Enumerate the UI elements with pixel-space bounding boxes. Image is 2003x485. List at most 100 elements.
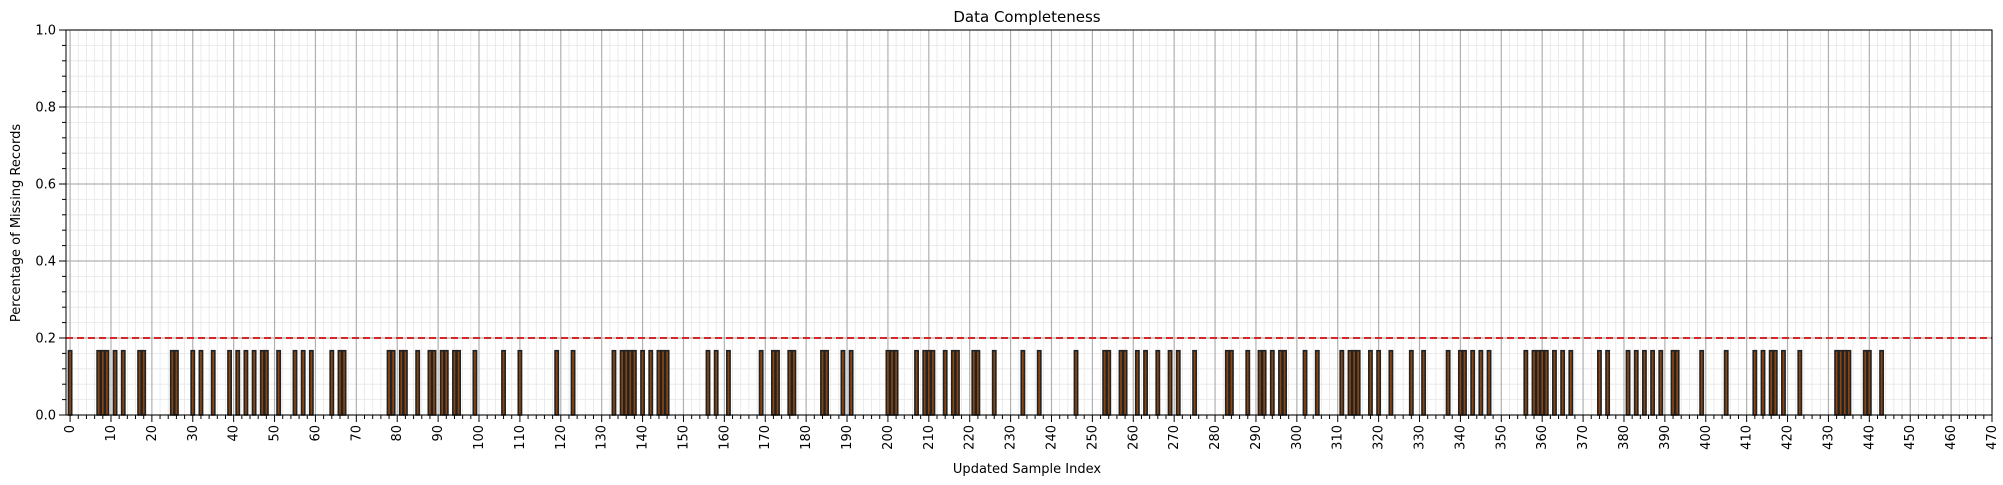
bar [1408, 349, 1414, 416]
bar [243, 349, 249, 416]
bar [1568, 349, 1574, 416]
bar [922, 349, 928, 416]
bar [190, 349, 196, 416]
x-tick-label: 150 [676, 425, 691, 450]
bar [1560, 349, 1566, 416]
bar [975, 349, 981, 416]
bar [100, 349, 106, 416]
bar [1535, 349, 1541, 416]
bar [1879, 349, 1885, 416]
bar [1650, 349, 1656, 416]
bar [1192, 349, 1198, 416]
bar [1278, 349, 1283, 416]
bar [300, 349, 306, 416]
x-tick-label: 290 [1249, 425, 1264, 450]
x-tick-label: 140 [636, 425, 651, 450]
bar [173, 349, 179, 416]
bar [775, 349, 780, 416]
bar [1842, 349, 1848, 416]
bar [885, 349, 891, 416]
bar [1457, 349, 1463, 416]
bar [386, 349, 392, 416]
bar [517, 349, 523, 416]
plot-frame [65, 29, 1993, 416]
x-tick-label: 100 [472, 425, 487, 450]
bar [758, 349, 764, 416]
bar [1834, 349, 1840, 416]
bar [955, 349, 960, 416]
bar [787, 349, 793, 416]
bar [1523, 349, 1529, 416]
bar [1155, 349, 1161, 416]
y-tick-label: 1.0 [35, 24, 56, 39]
bar [640, 349, 646, 416]
bar [1674, 349, 1680, 416]
bar [1122, 349, 1128, 416]
bar [431, 349, 437, 416]
bar [1760, 349, 1766, 416]
bar [713, 349, 719, 416]
bar [1552, 349, 1557, 416]
minor-grid [66, 30, 1992, 415]
bar [1355, 349, 1361, 416]
x-tick-label: 330 [1413, 425, 1428, 450]
x-tick-label: 0 [63, 425, 78, 433]
y-tick-label: 0.6 [35, 178, 56, 193]
bar [120, 349, 126, 416]
bar [329, 349, 335, 416]
x-tick-label: 120 [554, 425, 569, 450]
bar [1175, 349, 1181, 416]
bar [1167, 349, 1173, 416]
bar [1036, 349, 1042, 416]
bar [848, 349, 854, 416]
bar [554, 349, 560, 416]
bar [726, 349, 731, 416]
x-tick-label: 300 [1290, 425, 1305, 450]
bar [942, 349, 948, 416]
bar [1388, 349, 1394, 416]
x-tick-label: 410 [1740, 425, 1755, 450]
y-axis-label: Percentage of Missing Records [9, 124, 24, 322]
x-tick-label: 360 [1535, 425, 1550, 450]
y-tick-label: 0.2 [35, 332, 56, 347]
bar [1699, 349, 1705, 416]
bar [1073, 349, 1079, 416]
x-tick-label: 280 [1208, 425, 1223, 450]
ticks-group: 0 10 20 30 40 50 60 70 80 90 100 110 120 130 140 150 160… [35, 24, 2000, 450]
chart-title: Data Completeness [953, 8, 1100, 26]
x-tick-label: 240 [1044, 425, 1059, 450]
bar [1118, 349, 1124, 416]
bar [259, 349, 265, 416]
bar [341, 349, 347, 416]
bar [1282, 349, 1288, 416]
x-tick-label: 210 [922, 425, 937, 450]
x-tick-label: 340 [1453, 425, 1468, 450]
bar [1314, 349, 1320, 416]
x-tick-label: 80 [390, 425, 405, 442]
x-tick-label: 310 [1331, 425, 1346, 450]
bar [1470, 349, 1476, 416]
bar [770, 349, 776, 416]
bar [337, 349, 343, 416]
bar [705, 349, 711, 416]
x-tick-label: 170 [758, 425, 773, 450]
bar [1421, 349, 1427, 416]
bar [1543, 349, 1549, 416]
x-tick-label: 180 [799, 425, 814, 450]
x-tick-label: 230 [1004, 425, 1019, 450]
bar [664, 349, 670, 416]
y-tick-label: 0.8 [35, 101, 56, 116]
bar [1641, 349, 1647, 416]
bar [251, 349, 257, 416]
bar [1339, 349, 1345, 416]
bar [1752, 349, 1758, 416]
bar [1838, 349, 1844, 416]
bar [1846, 349, 1852, 416]
x-tick-label: 420 [1781, 425, 1796, 450]
bar [427, 349, 433, 416]
bar [893, 349, 899, 416]
bar [1347, 349, 1353, 416]
x-tick-label: 380 [1617, 425, 1632, 450]
bar [104, 349, 110, 416]
